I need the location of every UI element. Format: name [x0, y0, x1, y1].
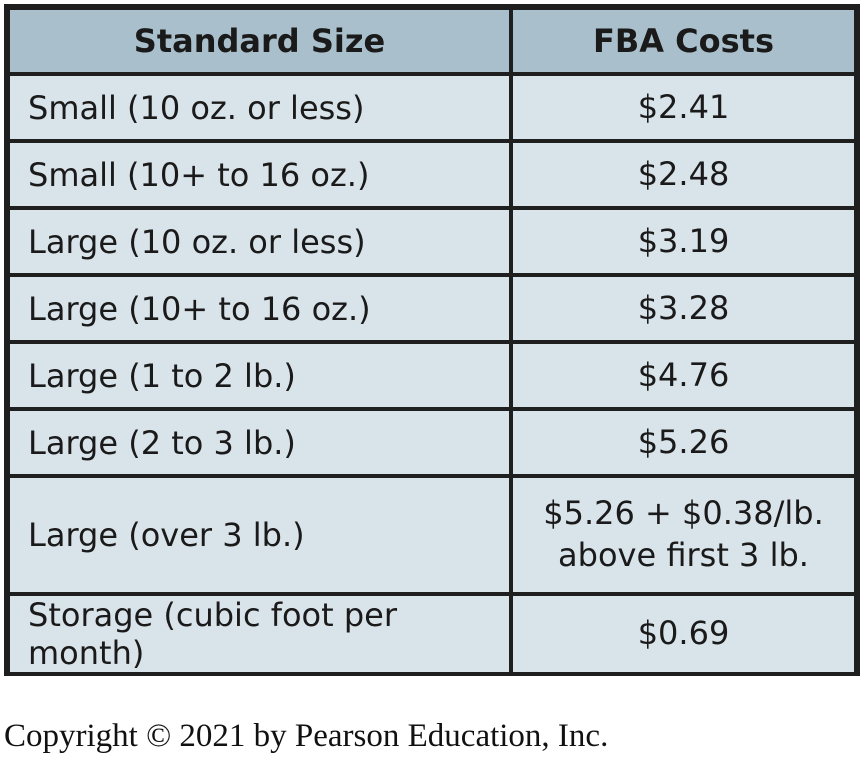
table-row: Storage (cubic foot per month) $0.69 [10, 596, 854, 672]
table-row: Large (over 3 lb.) $5.26 + $0.38/lb. abo… [10, 478, 854, 596]
cost-line-1: $5.26 + $0.38/lb. [543, 494, 824, 533]
cost-cell: $2.48 [513, 143, 854, 210]
cost-cell: $2.41 [513, 76, 854, 143]
cost-cell: $3.19 [513, 210, 854, 277]
size-cell: Small (10 oz. or less) [10, 76, 513, 143]
table-row: Large (10 oz. or less) $3.19 [10, 210, 854, 277]
cost-cell: $4.76 [513, 344, 854, 411]
size-cell: Large (2 to 3 lb.) [10, 411, 513, 478]
cost-line-2: above first 3 lb. [558, 536, 809, 574]
table-row: Large (1 to 2 lb.) $4.76 [10, 344, 854, 411]
size-cell: Small (10+ to 16 oz.) [10, 143, 513, 210]
fba-cost-table-frame: Standard Size FBA Costs Small (10 oz. or… [4, 4, 860, 676]
cost-cell: $0.69 [513, 596, 854, 672]
size-cell: Storage (cubic foot per month) [10, 596, 513, 672]
cost-cell: $5.26 [513, 411, 854, 478]
copyright-notice: Copyright © 2021 by Pearson Education, I… [4, 718, 609, 754]
cost-cell: $5.26 + $0.38/lb. above first 3 lb. [513, 478, 854, 596]
size-cell: Large (over 3 lb.) [10, 478, 513, 596]
table-row: Small (10 oz. or less) $2.41 [10, 76, 854, 143]
size-cell: Large (10+ to 16 oz.) [10, 277, 513, 344]
size-cell: Large (10 oz. or less) [10, 210, 513, 277]
size-cell: Large (1 to 2 lb.) [10, 344, 513, 411]
fba-cost-table: Standard Size FBA Costs Small (10 oz. or… [10, 10, 854, 672]
header-standard-size: Standard Size [10, 10, 513, 76]
table-row: Large (10+ to 16 oz.) $3.28 [10, 277, 854, 344]
header-fba-costs: FBA Costs [513, 10, 854, 76]
cost-cell: $3.28 [513, 277, 854, 344]
table-row: Small (10+ to 16 oz.) $2.48 [10, 143, 854, 210]
table-row: Large (2 to 3 lb.) $5.26 [10, 411, 854, 478]
table-header-row: Standard Size FBA Costs [10, 10, 854, 76]
